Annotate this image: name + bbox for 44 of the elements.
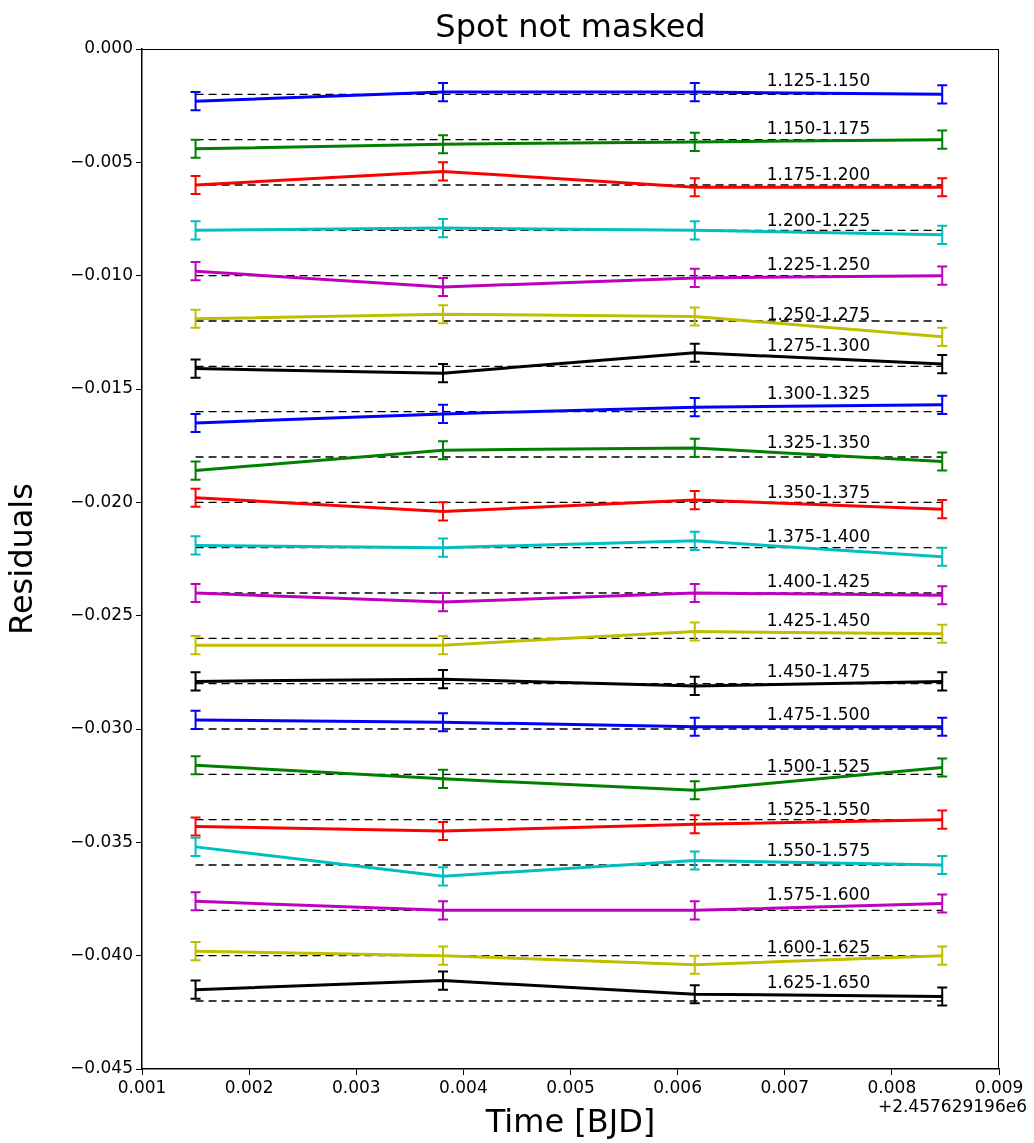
y-tick-label: −0.045 bbox=[70, 1057, 133, 1078]
series-label: 1.525-1.550 bbox=[766, 798, 871, 819]
series-label: 1.475-1.500 bbox=[766, 703, 871, 724]
y-tick-label: −0.005 bbox=[70, 150, 133, 171]
y-tick-label: 0.000 bbox=[84, 37, 133, 58]
y-tick-label: −0.030 bbox=[70, 717, 133, 738]
series-label: 1.550-1.575 bbox=[766, 839, 871, 860]
series-label: 1.575-1.600 bbox=[766, 883, 871, 904]
x-axis-title: Time [BJD] bbox=[484, 1102, 656, 1141]
series-label: 1.425-1.450 bbox=[766, 609, 871, 630]
chart-title: Spot not masked bbox=[435, 7, 706, 46]
series-label: 1.400-1.425 bbox=[766, 571, 871, 592]
x-tick-label: 0.005 bbox=[546, 1076, 595, 1097]
y-tick-label: −0.020 bbox=[70, 490, 133, 511]
series-label: 1.600-1.625 bbox=[766, 937, 871, 958]
series-label: 1.200-1.225 bbox=[766, 209, 871, 230]
text: +2.457629196e6 bbox=[877, 1095, 1027, 1116]
x-tick-label: 0.008 bbox=[867, 1076, 917, 1097]
y-tick-label: −0.010 bbox=[70, 264, 133, 285]
x-tick-label: 0.004 bbox=[439, 1076, 488, 1097]
x-tick-label: 0.001 bbox=[117, 1076, 167, 1097]
series-label: 1.300-1.325 bbox=[766, 382, 871, 403]
series-label: 1.325-1.350 bbox=[766, 431, 871, 452]
y-axis-title: Residuals bbox=[1, 483, 40, 635]
x-tick-label: 0.002 bbox=[224, 1076, 274, 1097]
series-label: 1.500-1.525 bbox=[766, 755, 871, 776]
x-tick-label: 0.006 bbox=[653, 1076, 702, 1097]
series-label: 1.150-1.175 bbox=[766, 117, 871, 138]
series-label: 1.225-1.250 bbox=[766, 253, 871, 274]
series-label: 1.275-1.300 bbox=[766, 335, 871, 356]
y-tick-label: −0.015 bbox=[70, 377, 133, 398]
series-label: 1.375-1.400 bbox=[766, 525, 871, 546]
series-label: 1.625-1.650 bbox=[766, 972, 871, 993]
series-label: 1.350-1.375 bbox=[766, 481, 871, 502]
x-tick-label: 0.009 bbox=[974, 1076, 1024, 1097]
series-label: 1.250-1.275 bbox=[766, 303, 871, 324]
series-label: 1.175-1.200 bbox=[766, 164, 871, 185]
y-tick-label: −0.025 bbox=[70, 604, 133, 625]
series-label: 1.450-1.475 bbox=[766, 660, 871, 681]
x-tick-label: 0.003 bbox=[331, 1076, 381, 1097]
y-tick-label: −0.035 bbox=[70, 830, 133, 851]
series-label: 1.125-1.150 bbox=[766, 70, 871, 91]
x-tick-label: 0.007 bbox=[760, 1076, 810, 1097]
y-tick-label: −0.040 bbox=[70, 944, 133, 965]
